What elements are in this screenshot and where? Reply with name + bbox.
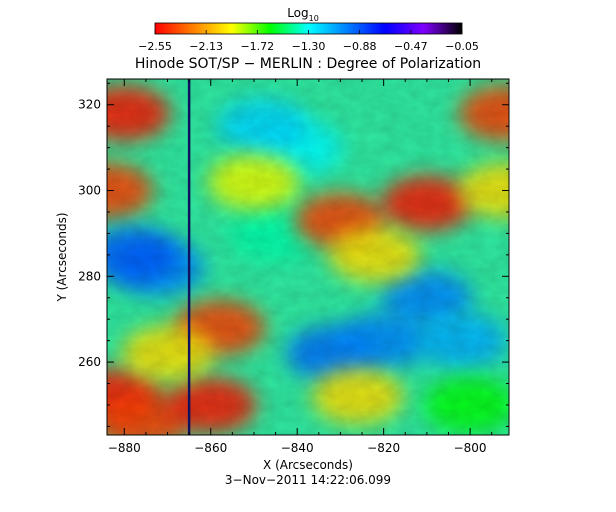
y-tick-label: 300 xyxy=(78,184,101,198)
x-tick-label: −880 xyxy=(108,441,141,455)
colorbar-ticks: −2.55 −2.13 −1.72 −1.30 −0.88 −0.47 −0.05 xyxy=(138,30,479,53)
colorbar-tick-label: −1.72 xyxy=(240,40,274,53)
polarization-map xyxy=(107,79,509,435)
colorbar-label: Log10 xyxy=(287,6,319,23)
timestamp: 3−Nov−2011 14:22:06.099 xyxy=(225,473,391,487)
colorbar-tick-label: −0.47 xyxy=(394,40,428,53)
colorbar-tick-label: −2.13 xyxy=(189,40,223,53)
y-tick-label: 320 xyxy=(78,98,101,112)
colorbar-tick-label: −0.88 xyxy=(343,40,377,53)
colorbar-tick-label: −1.30 xyxy=(292,40,326,53)
colorbar-tick-label: −2.55 xyxy=(138,40,172,53)
x-axis-ticks: −880 −860 −840 −820 −800 xyxy=(108,79,493,455)
x-tick-label: −820 xyxy=(367,441,400,455)
y-axis-ticks: 260 280 300 320 xyxy=(78,82,509,427)
y-axis-label: Y (Arcseconds) xyxy=(55,212,69,302)
x-tick-label: −860 xyxy=(194,441,227,455)
y-tick-label: 280 xyxy=(78,269,101,283)
map-texture xyxy=(107,79,509,435)
x-tick-label: −840 xyxy=(281,441,314,455)
plot-frame xyxy=(106,78,510,436)
x-tick-label: −800 xyxy=(454,441,487,455)
x-axis-label: X (Arcseconds) xyxy=(263,458,353,472)
colorbar-tick-label: −0.05 xyxy=(445,40,479,53)
chart-title: Hinode SOT/SP − MERLIN : Degree of Polar… xyxy=(135,56,481,72)
y-tick-label: 260 xyxy=(78,355,101,369)
